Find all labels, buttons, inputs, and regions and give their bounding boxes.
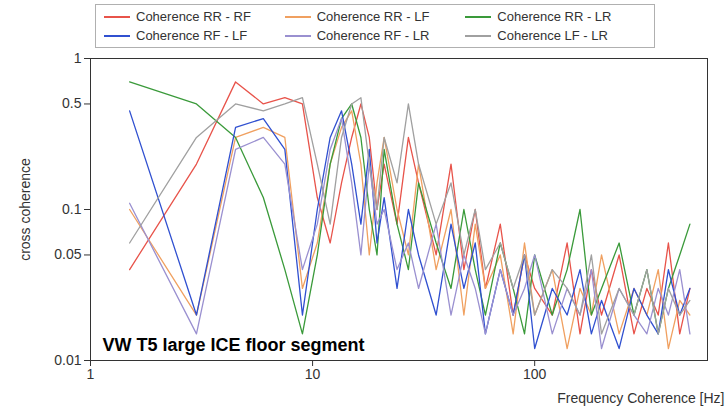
- svg-text:VW T5 large ICE floor segment: VW T5 large ICE floor segment: [103, 335, 365, 355]
- svg-text:cross coherence: cross coherence: [17, 158, 33, 261]
- html-text:Coherence RR - RF: Coherence RR - RF: [136, 9, 251, 24]
- svg-text:100: 100: [523, 366, 547, 382]
- svg-text:1: 1: [87, 366, 95, 382]
- svg-text:0.1: 0.1: [62, 201, 82, 217]
- html-text:Coherence RR - LF: Coherence RR - LF: [316, 9, 430, 24]
- svg-text:0.01: 0.01: [54, 352, 81, 368]
- svg-text:0.5: 0.5: [62, 95, 82, 111]
- html-text:Coherence RR - LR: Coherence RR - LR: [497, 9, 612, 24]
- html-text:Coherence RF - LF: Coherence RF - LF: [136, 28, 248, 43]
- svg-text:1: 1: [74, 50, 82, 66]
- svg-text:Frequency Coherence [Hz]: Frequency Coherence [Hz]: [557, 390, 724, 406]
- html-text:Coherence RF - LR: Coherence RF - LR: [316, 28, 430, 43]
- svg-text:10: 10: [305, 366, 321, 382]
- html-text:Coherence LF - LR: Coherence LF - LR: [497, 28, 608, 43]
- svg-text:0.05: 0.05: [54, 246, 81, 262]
